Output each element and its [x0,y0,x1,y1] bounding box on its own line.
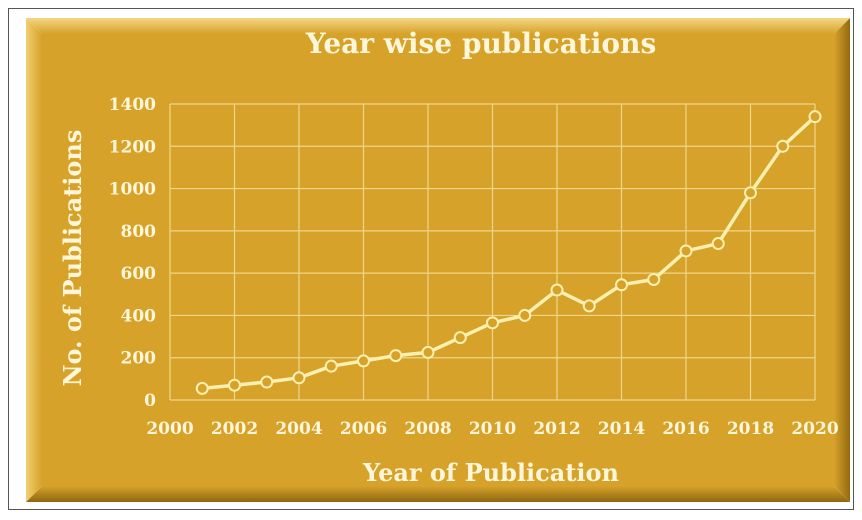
y-tick-label: 800 [121,222,157,242]
data-point [486,316,499,330]
x-tick-label: 2020 [791,419,838,439]
x-tick-label: 2006 [340,419,387,439]
data-point [518,308,532,322]
x-tick-label: 2016 [662,419,709,439]
y-tick-label: 400 [121,306,157,326]
x-tick-labels: 2000 2002 2004 2006 2008 2010 2012 2014 2016 2018… [146,419,838,439]
series-line [195,110,822,395]
x-tick-label: 2014 [598,419,645,439]
data-point [389,349,403,363]
data-point [550,283,564,297]
data-point [421,345,435,359]
data-point [647,272,661,286]
data-point [260,375,274,389]
chart-title: Year wise publications [305,27,656,60]
y-tick-label: 1000 [109,180,156,200]
x-tick-label: 2010 [469,419,516,439]
y-axis-label: No. of Publications [58,130,87,387]
data-point [453,331,467,345]
x-axis-label: Year of Publication [362,458,619,487]
data-point [357,354,370,368]
data-point [582,299,596,313]
data-point [776,139,790,153]
y-tick-label: 1200 [109,137,156,157]
gold-panel [26,18,850,502]
y-tick-label: 1400 [109,95,156,115]
x-tick-label: 2008 [404,419,451,439]
x-tick-label: 2004 [275,419,322,439]
data-point [744,186,757,200]
x-tick-label: 2000 [146,419,193,439]
y-tick-label: 0 [144,391,156,411]
x-tick-label: 2012 [533,419,580,439]
y-tick-label: 200 [121,349,157,369]
data-point [292,371,306,385]
data-point [808,110,822,124]
data-point [195,381,209,395]
y-tick-label: 600 [121,264,157,284]
x-tick-label: 2002 [211,419,258,439]
data-point [228,378,241,392]
x-tick-label: 2018 [727,419,774,439]
data-point [324,359,338,373]
data-point [711,237,725,251]
y-tick-labels: 0 200 400 600 800 1000 1200 1400 [109,95,156,411]
data-point [679,244,693,258]
data-point [615,278,628,292]
